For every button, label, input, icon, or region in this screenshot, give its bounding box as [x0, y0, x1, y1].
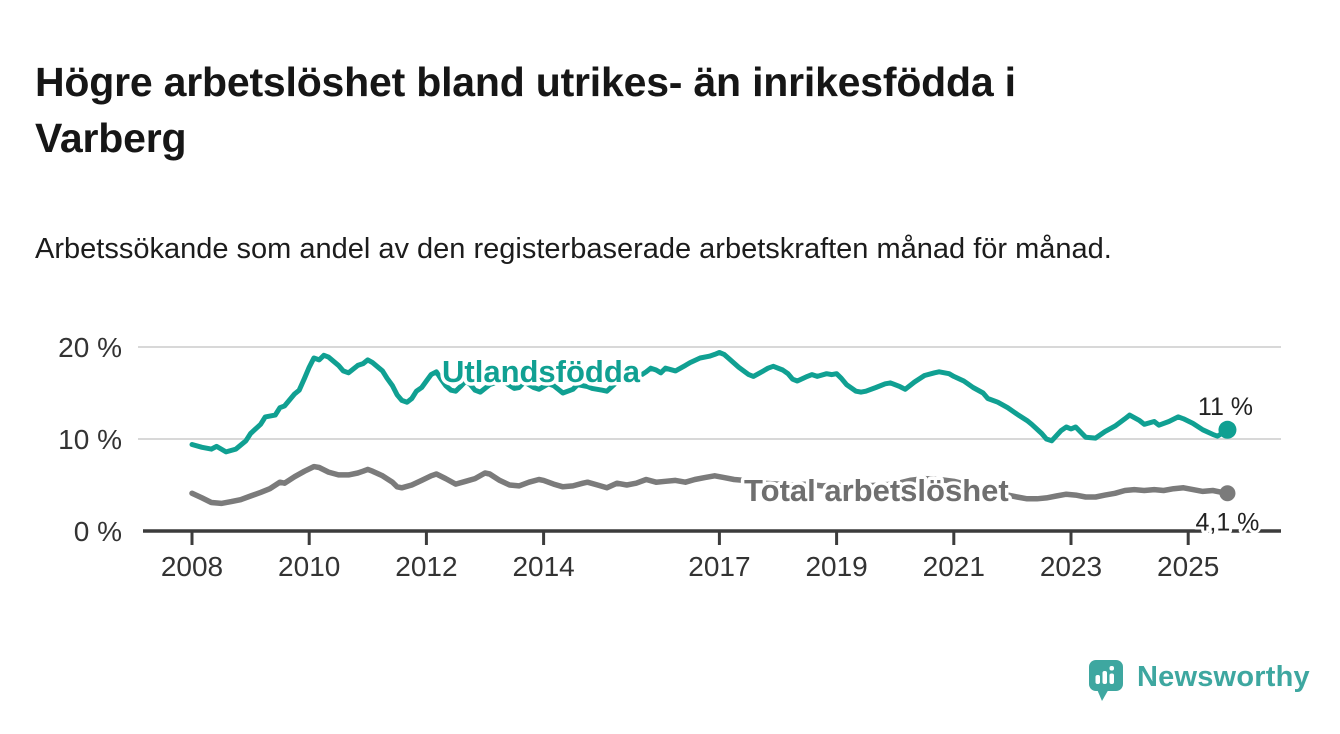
end-dot-utlandsfodda — [1218, 420, 1237, 439]
y-tick-label: 0 % — [74, 516, 122, 547]
end-value-label-utlandsfodda: 11 % — [1198, 393, 1253, 421]
y-tick-label: 20 % — [58, 332, 122, 363]
series-label-utlandsfodda: Utlandsfödda — [442, 354, 641, 389]
x-tick-label: 2021 — [923, 551, 985, 582]
series-line-utlandsfodda — [189, 350, 1230, 455]
brand-logo: Newsworthy — [1089, 658, 1310, 704]
end-dot-total — [1219, 485, 1236, 502]
newsworthy-logo-icon — [1089, 660, 1123, 701]
x-tick-label: 2008 — [161, 551, 223, 582]
y-tick-label: 10 % — [58, 424, 122, 455]
x-tick-label: 2017 — [688, 551, 750, 582]
x-tick-label: 2019 — [805, 551, 867, 582]
x-tick-label: 2012 — [395, 551, 457, 582]
end-value-label-total: 4,1 % — [1195, 508, 1259, 536]
page-title: Högre arbetslöshet bland utrikes- än inr… — [35, 59, 1016, 162]
brand-name: Newsworthy — [1137, 661, 1310, 693]
x-tick-label: 2014 — [512, 551, 574, 582]
page-subtitle: Arbetssökande som andel av den registerb… — [35, 233, 1112, 265]
x-tick-label: 2023 — [1040, 551, 1102, 582]
series-line-total — [189, 463, 1231, 507]
x-tick-label: 2025 — [1157, 551, 1219, 582]
x-tick-label: 2010 — [278, 551, 340, 582]
series-label-total: Total arbetslöshet — [744, 473, 1009, 508]
